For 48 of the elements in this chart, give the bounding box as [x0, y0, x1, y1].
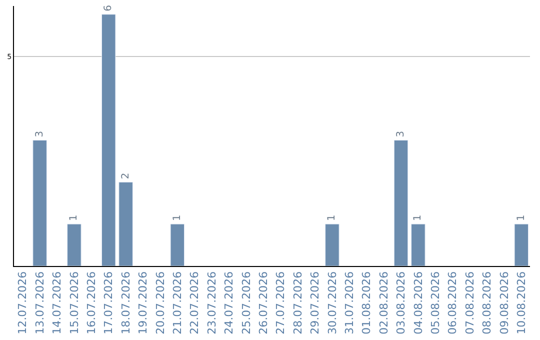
data-label: 1	[326, 214, 338, 222]
x-tick-label: 01.08.2026	[360, 271, 374, 334]
data-label: 1	[172, 214, 183, 222]
x-tick-label: 16.07.2026	[84, 271, 98, 334]
data-label: 1	[412, 214, 424, 222]
x-tick-label: 24.07.2026	[222, 271, 236, 334]
x-tick-label: 28.07.2026	[291, 271, 304, 334]
bar	[101, 14, 116, 266]
x-tick-label: 21.07.2026	[170, 271, 184, 334]
bar	[170, 224, 185, 266]
x-tick-label: 27.07.2026	[274, 271, 288, 334]
x-tick-label: 20.07.2026	[154, 271, 167, 334]
x-tick-label: 10.08.2026	[514, 271, 528, 334]
bar	[325, 224, 340, 266]
data-label: 2	[120, 172, 132, 180]
x-tick-label: 15.07.2026	[68, 271, 81, 334]
x-tick-label: 12.07.2026	[16, 271, 30, 334]
bar	[514, 224, 529, 266]
bar	[118, 182, 133, 266]
x-tick-label: 22.07.2026	[188, 271, 202, 334]
data-label: 1	[68, 214, 80, 222]
x-tick-label: 18.07.2026	[119, 271, 132, 334]
bar	[32, 140, 47, 266]
x-tick-label: 13.07.2026	[33, 271, 46, 334]
x-tick-label: 30.07.2026	[326, 271, 339, 334]
x-tick-label: 03.08.2026	[394, 271, 408, 334]
x-tick-label: 31.07.2026	[342, 271, 356, 334]
x-tick-label: 25.07.2026	[240, 271, 253, 334]
bar	[67, 224, 82, 266]
x-tick-label: 02.08.2026	[377, 271, 390, 334]
x-tick-label: 19.07.2026	[136, 271, 150, 334]
data-label: 3	[34, 130, 46, 138]
x-tick-label: 04.08.2026	[412, 271, 425, 334]
x-tick-label: 09.08.2026	[498, 271, 511, 334]
x-tick-label: 23.07.2026	[205, 271, 218, 334]
x-tick-label: 08.08.2026	[480, 271, 494, 334]
x-tick-label: 26.07.2026	[256, 271, 270, 334]
data-label: 3	[396, 130, 406, 138]
x-tick-label: 05.08.2026	[428, 271, 442, 334]
x-tick-label: 06.08.2026	[446, 271, 460, 334]
x-tick-label: 17.07.2026	[102, 271, 116, 334]
x-tick-label: 29.07.2026	[308, 271, 322, 334]
bar	[394, 140, 408, 266]
bar	[411, 224, 426, 266]
data-label: 1	[516, 214, 527, 222]
data-label: 6	[103, 5, 114, 12]
x-tick-label: 14.07.2026	[50, 271, 64, 334]
x-tick-label: 07.08.2026	[463, 271, 476, 334]
